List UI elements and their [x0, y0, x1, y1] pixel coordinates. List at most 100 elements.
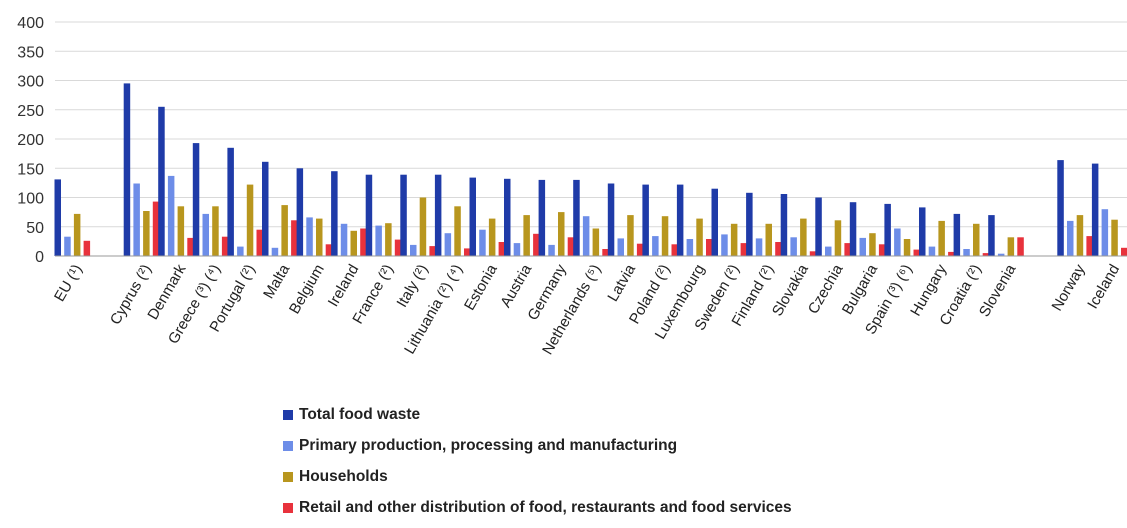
- bar: [1092, 164, 1099, 256]
- bar: [331, 171, 338, 256]
- bar: [212, 206, 219, 256]
- bar: [385, 223, 392, 256]
- x-category-label: Cyprus (²): [107, 262, 155, 328]
- bar: [825, 247, 832, 256]
- bar: [489, 219, 496, 256]
- bar: [929, 247, 936, 256]
- legend-swatch-primary: [283, 441, 293, 451]
- y-tick-label: 50: [26, 220, 44, 237]
- bar: [341, 224, 348, 256]
- bar: [227, 148, 234, 256]
- bar: [178, 206, 185, 256]
- bar: [894, 229, 901, 257]
- legend-item-households: Households: [283, 466, 792, 487]
- bar: [1111, 220, 1118, 256]
- bar: [410, 245, 417, 256]
- bar: [55, 179, 62, 256]
- bar: [652, 236, 659, 256]
- x-category-label: Malta: [260, 261, 293, 302]
- bar: [281, 205, 288, 256]
- bar: [1077, 215, 1084, 256]
- bar: [445, 233, 452, 256]
- bar: [884, 204, 891, 256]
- bar: [815, 198, 822, 257]
- bar: [435, 175, 442, 256]
- bar: [973, 224, 980, 256]
- legend-label-primary: Primary production, processing and manuf…: [299, 437, 677, 455]
- bar: [237, 247, 244, 256]
- bar: [712, 189, 719, 256]
- bar: [272, 248, 279, 256]
- bar: [1121, 248, 1127, 256]
- x-category-label: EU (¹): [51, 262, 86, 305]
- bar: [351, 231, 358, 256]
- bar: [262, 162, 269, 256]
- legend-item-total: Total food waste: [283, 404, 792, 425]
- bar: [766, 224, 773, 256]
- bar: [1057, 160, 1064, 256]
- bar: [193, 143, 200, 256]
- bar: [1102, 209, 1109, 256]
- bar: [904, 239, 911, 256]
- bar: [919, 207, 926, 256]
- bar: [618, 238, 625, 256]
- legend-label-total: Total food waste: [299, 406, 420, 424]
- bar: [366, 175, 373, 256]
- x-category-label: Iceland: [1084, 262, 1123, 312]
- bar: [514, 243, 521, 256]
- bar: [504, 179, 511, 256]
- bar: [696, 219, 703, 256]
- bar: [84, 241, 91, 256]
- bar: [297, 168, 304, 256]
- bar: [158, 107, 165, 256]
- bar: [247, 185, 254, 256]
- bar: [835, 220, 842, 256]
- bar: [1008, 237, 1015, 256]
- y-tick-label: 0: [35, 249, 44, 266]
- bar: [721, 234, 728, 256]
- y-tick-label: 400: [17, 15, 44, 32]
- bar: [662, 216, 669, 256]
- bar: [143, 211, 150, 256]
- bar: [400, 175, 407, 256]
- bar: [608, 184, 615, 257]
- y-tick-label: 250: [17, 103, 44, 120]
- bar: [479, 230, 486, 256]
- bar: [548, 245, 555, 256]
- bar: [316, 219, 323, 256]
- bar: [558, 212, 565, 256]
- bar: [420, 198, 427, 257]
- bar: [375, 226, 382, 256]
- gridlines: [55, 22, 1127, 227]
- bar: [454, 206, 461, 256]
- bar: [790, 237, 797, 256]
- x-category-label: Italy (²): [394, 262, 432, 311]
- x-category-label: Austria: [497, 261, 535, 310]
- bar: [523, 215, 530, 256]
- bar: [64, 237, 71, 256]
- x-category-label: Ireland: [325, 262, 363, 310]
- bar: [988, 215, 995, 256]
- bar: [642, 185, 649, 256]
- bar: [860, 238, 867, 256]
- bar: [1067, 221, 1074, 256]
- bar: [133, 184, 140, 257]
- bar: [168, 176, 175, 256]
- bar: [746, 193, 753, 256]
- bar: [74, 214, 81, 256]
- bar: [573, 180, 580, 256]
- legend: Total food waste Primary production, pro…: [283, 404, 792, 528]
- y-tick-label: 300: [17, 74, 44, 91]
- bar: [677, 185, 684, 256]
- bar: [124, 83, 131, 256]
- legend-swatch-households: [283, 472, 293, 482]
- bar: [963, 249, 970, 256]
- bar: [470, 178, 477, 256]
- bar: [687, 239, 694, 256]
- bar: [731, 224, 738, 256]
- legend-label-households: Households: [299, 468, 388, 486]
- bar: [869, 233, 876, 256]
- x-category-label: Estonia: [461, 261, 501, 313]
